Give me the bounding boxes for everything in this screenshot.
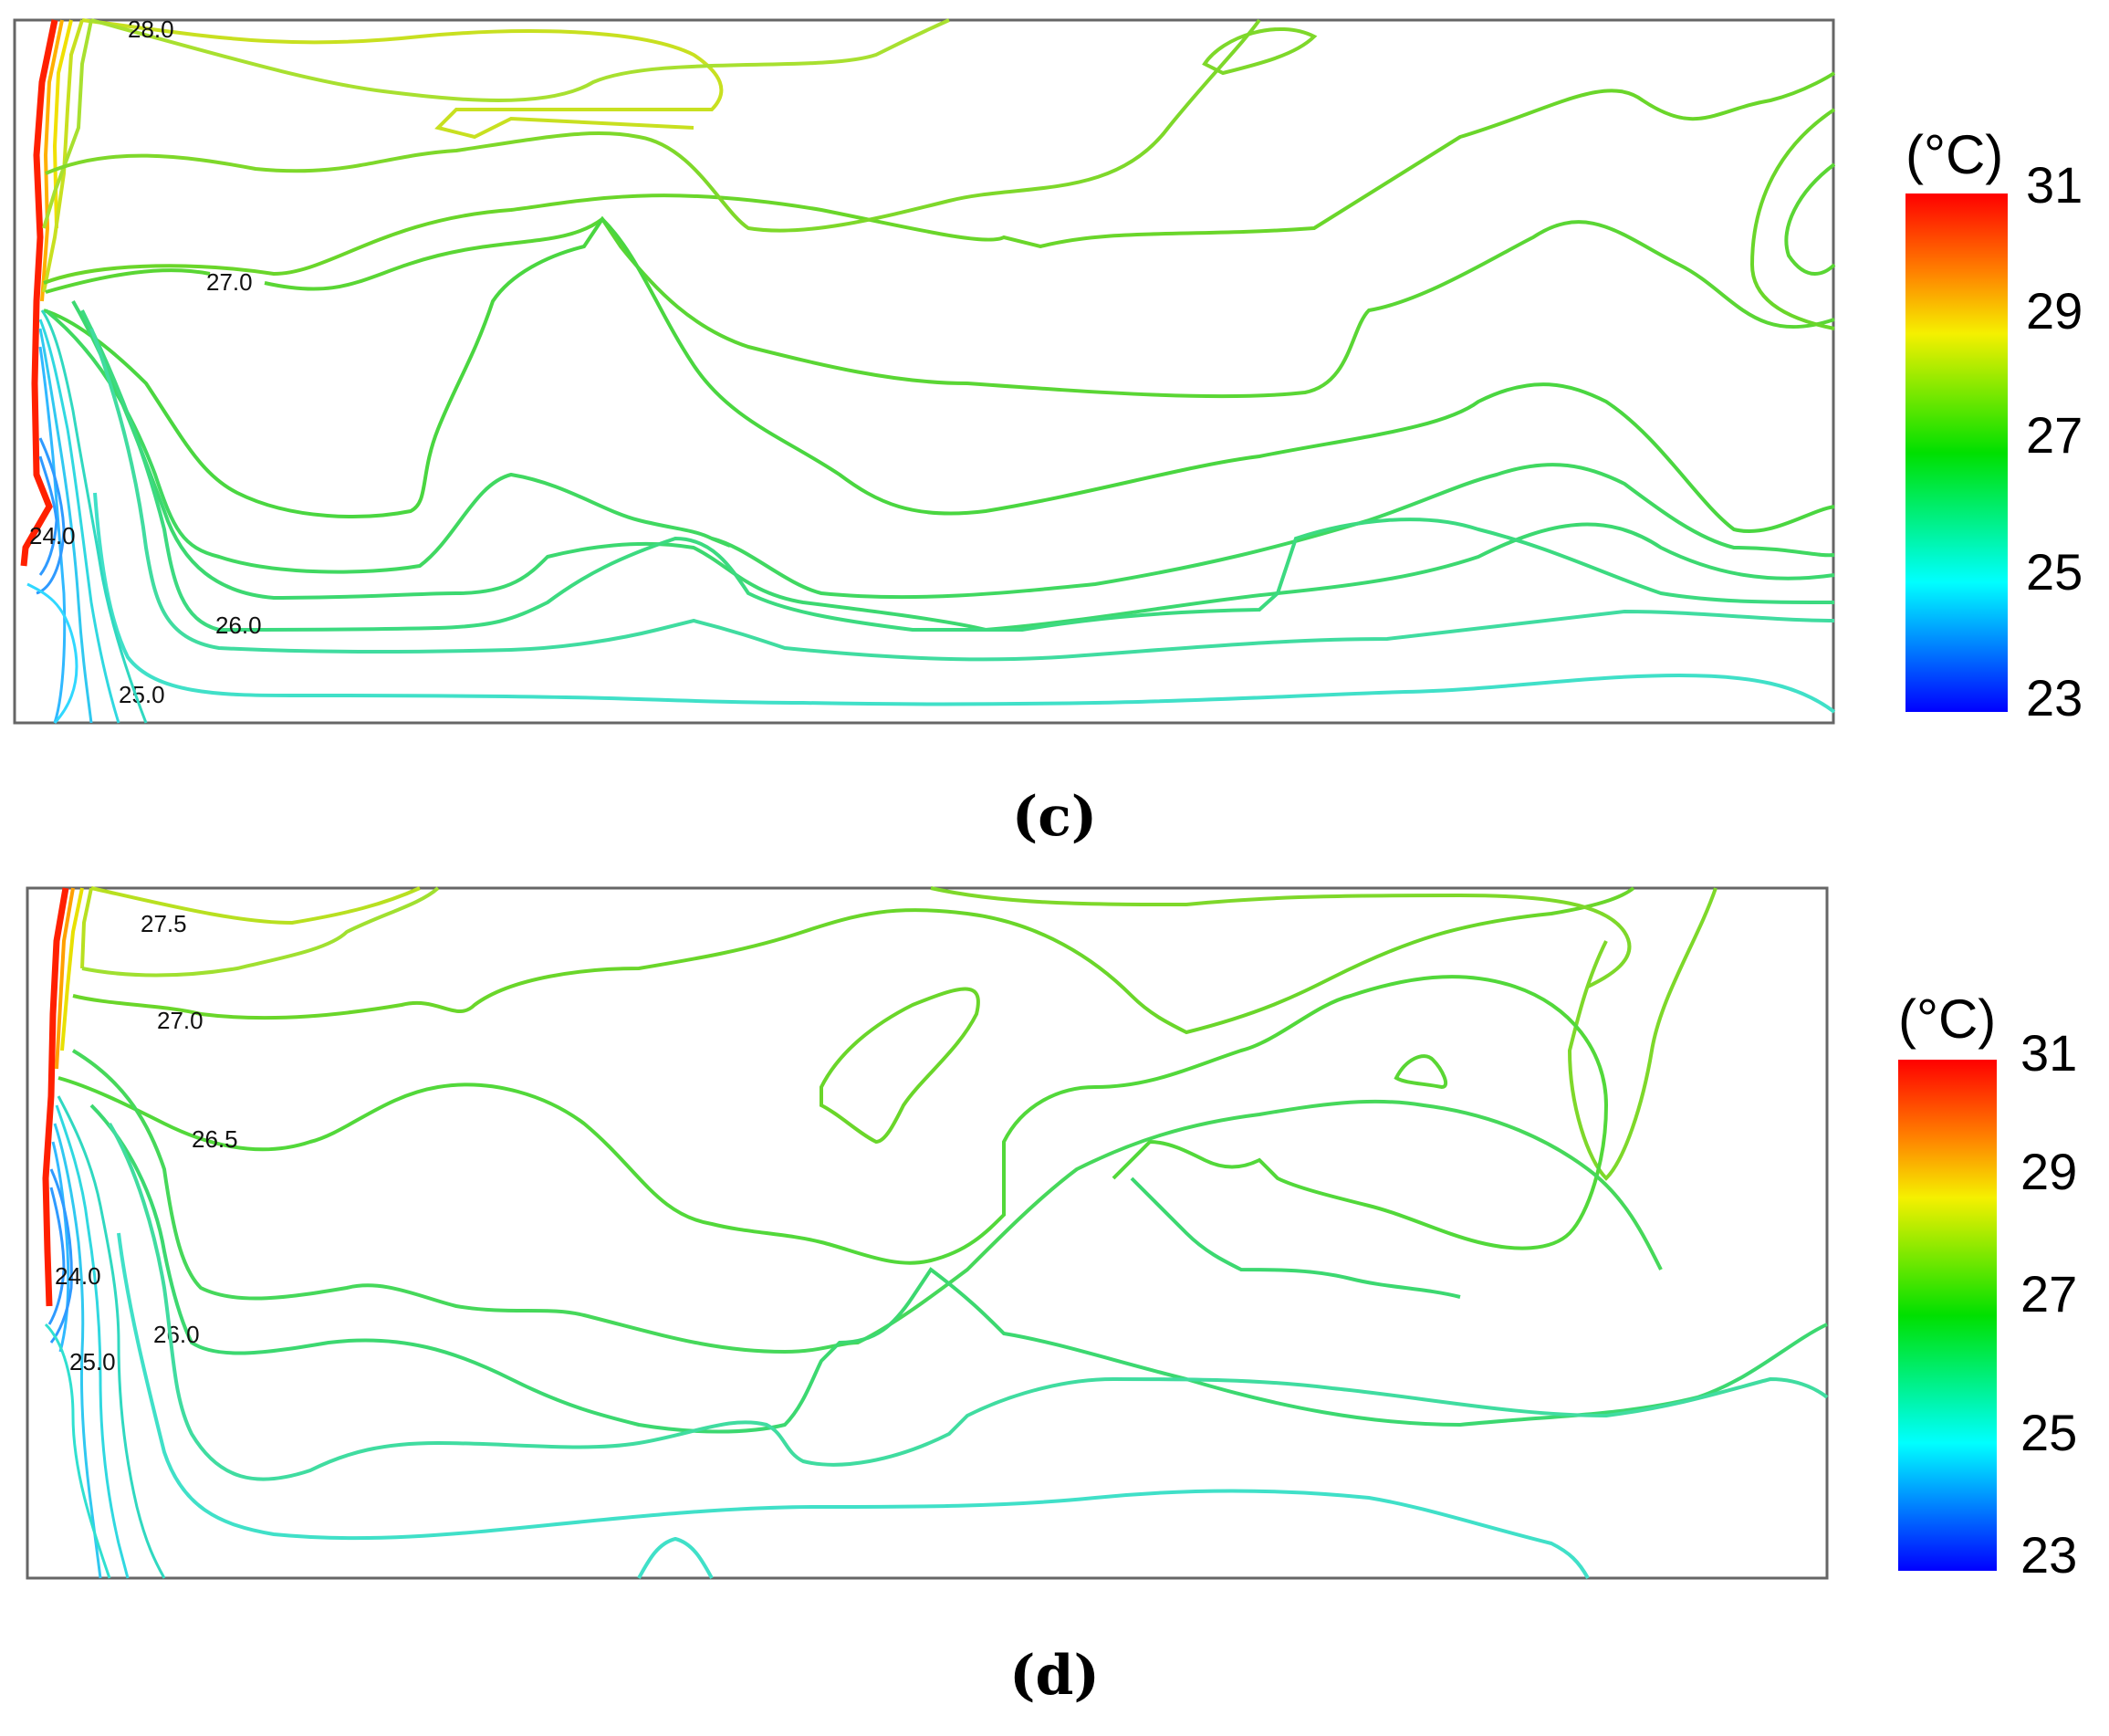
contour-right-finger [1567,887,1717,1181]
panel-c: 27.0 26.0 25.0 28.0 24.0 (°C) 31 29 27 2… [13,16,2083,849]
contour-label-27: 27.0 [157,1007,204,1034]
contour-right-loop-outer [1749,108,1836,330]
contour-label-24: 24.0 [55,1262,101,1290]
colorbar [1905,193,2008,712]
contour-27-upper [43,71,1836,285]
colorbar [1898,1060,1997,1571]
contour-cold-2 [38,319,120,724]
colorbar-tick-23: 23 [2020,1526,2077,1584]
contour-25-bump [637,1536,714,1579]
panel-caption-d: (d) [1009,1644,1100,1708]
contour-27 [45,216,1835,399]
contour-275-mid [45,18,1261,233]
contour-label-26: 26.0 [153,1321,200,1348]
contour-label-25: 25.0 [69,1348,116,1375]
contour-255 [108,1122,1829,1481]
contour-27-top [930,886,1632,988]
contour-right-loop-inner [1784,162,1836,276]
contour-hot-wall [20,19,58,567]
contour-hot-wall [42,887,69,1307]
contour-island-top [1202,27,1318,76]
colorbar-tick-27: 27 [2020,1265,2077,1323]
contour-label-27: 27.0 [206,268,253,296]
panel-c-svg: 27.0 26.0 25.0 28.0 24.0 (°C) 31 29 27 2… [13,16,2083,727]
panel-d-svg: 27.5 27.0 26.5 26.0 24.0 25.0 (°C) [26,886,2077,1584]
contour-label-265: 26.5 [192,1125,238,1153]
contour-label-24: 24.0 [29,522,76,549]
contour-272 [81,886,440,978]
colorbar-tick-31: 31 [2026,156,2083,214]
contour-285 [60,887,84,1051]
colorbar-tick-25: 25 [2026,543,2083,601]
contour-cold-3 [38,328,93,724]
contour-24 [36,437,66,595]
contour-cold-3 [53,1123,102,1579]
contour-cold-5 [26,582,78,725]
contour-cold-1 [57,1095,166,1579]
contour-label-28: 28.0 [128,16,174,43]
contour-265 [57,975,1609,1265]
contour-275 [42,18,950,229]
contour-island-1 [820,987,980,1145]
contour-26-inner [1130,1177,1461,1299]
colorbar-tick-27: 27 [2026,406,2083,464]
contour-29 [55,887,75,1070]
contour-26 [89,1103,1828,1434]
contour-cold-4 [51,1141,70,1353]
contour-cold-2 [55,1104,130,1579]
contour-cold-4 [38,346,67,724]
contour-island-2 [1394,1054,1448,1090]
contour-cold-1 [40,309,148,724]
colorbar-tick-23: 23 [2026,669,2083,727]
contour-label-25: 25.0 [119,681,165,708]
plot-frame [13,18,1835,725]
contour-27 [72,886,1635,1035]
contour-label-26: 26.0 [215,612,262,639]
contour-24 [47,1168,73,1344]
contour-25 [117,1232,1590,1579]
colorbar-tick-29: 29 [2026,282,2083,340]
contour-28 [42,18,724,293]
contour-29 [40,19,64,302]
contour-label-275: 27.5 [141,910,187,937]
contour-265 [43,215,1835,533]
colorbar-tick-31: 31 [2020,1024,2077,1082]
contour-cold-5 [44,1323,111,1579]
panel-caption-c: (c) [1011,785,1098,849]
colorbar-tick-29: 29 [2020,1143,2077,1200]
panel-d: 27.5 27.0 26.5 26.0 24.0 25.0 (°C) [0,868,2109,1736]
colorbar-unit: (°C) [1898,988,1996,1050]
contour-25 [93,492,1836,714]
contour-255 [89,328,1835,662]
contour-26-upper [44,309,1835,600]
colorbar-unit: (°C) [1905,124,2003,185]
contour-275 [80,886,421,969]
colorbar-tick-25: 25 [2020,1404,2077,1461]
contour-26 [80,309,1835,633]
